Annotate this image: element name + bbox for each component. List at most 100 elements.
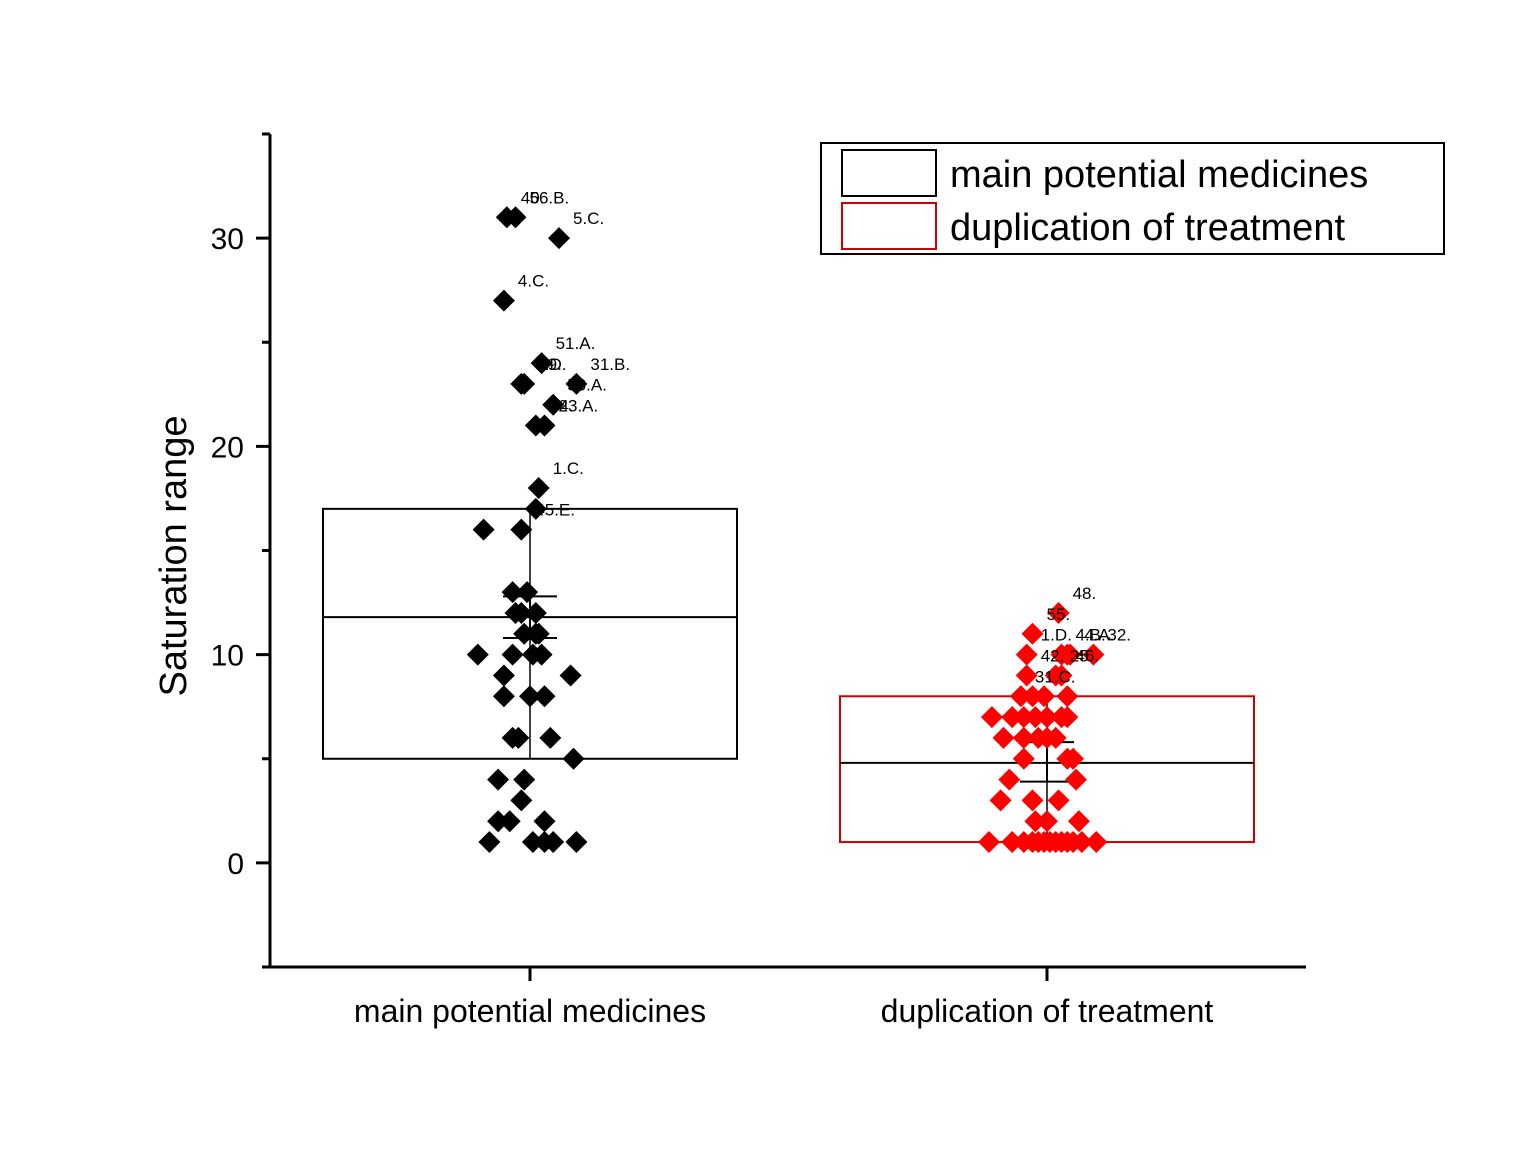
legend: main potential medicines duplication of t… <box>820 142 1445 255</box>
data-point <box>1047 789 1070 812</box>
data-point <box>1012 706 1035 729</box>
data-point <box>533 414 556 437</box>
data-point-label: 4.C. <box>518 272 549 291</box>
data-point <box>539 726 562 749</box>
data-point-label: 46. <box>1076 646 1100 665</box>
data-point <box>501 643 524 666</box>
data-point <box>980 706 1003 729</box>
data-point-label: 31.B. <box>590 355 630 374</box>
data-point-label: 51.A. <box>556 334 596 353</box>
data-point <box>504 206 527 229</box>
data-point <box>533 685 556 708</box>
data-point-label: 48. <box>1073 584 1097 603</box>
data-point <box>1056 706 1079 729</box>
data-point <box>487 810 510 833</box>
data-point <box>1065 768 1087 791</box>
data-point <box>989 789 1012 812</box>
data-point-label: 25. <box>1070 646 1094 665</box>
data-point <box>1067 810 1090 833</box>
data-point <box>559 664 582 687</box>
data-point-label: 40. <box>521 188 545 207</box>
data-point-label: 55. <box>1047 605 1071 624</box>
data-point <box>1024 810 1047 833</box>
data-point <box>527 622 550 645</box>
data-point <box>501 581 524 604</box>
x-category-label: duplication of treatment <box>881 993 1214 1029</box>
data-point <box>1036 810 1058 833</box>
data-point <box>1001 831 1024 854</box>
data-point <box>524 497 547 520</box>
boxes <box>322 507 1255 844</box>
data-point <box>1012 726 1035 749</box>
data-point <box>513 768 536 791</box>
data-point-label: 5.C. <box>573 209 604 228</box>
data-point <box>1044 726 1067 749</box>
axes: 0 10 20 30 main potential medicines duplicati… <box>211 132 1306 1029</box>
data-point-label: 31.C. <box>1035 667 1076 686</box>
data-point-label: 1.C. <box>553 459 584 478</box>
data-point <box>527 477 550 500</box>
data-point <box>533 810 556 833</box>
data-point <box>507 726 530 749</box>
points: 40.56.B.5.C. 4.C. 51.A. 5.D.19. 31.B. 56.A. 34… <box>466 188 1131 854</box>
data-point <box>1024 706 1047 729</box>
data-point <box>513 372 536 395</box>
y-tick-label: 30 <box>211 223 244 256</box>
data-point <box>1021 685 1044 708</box>
data-point <box>519 685 541 708</box>
data-point-label: 34. <box>550 397 574 416</box>
data-point <box>1012 747 1035 770</box>
legend-swatch <box>841 202 937 250</box>
data-point <box>542 831 565 854</box>
data-point <box>510 518 533 541</box>
data-point <box>1082 643 1105 666</box>
data-point <box>1059 643 1082 666</box>
data-point <box>1036 706 1058 729</box>
data-point <box>1001 706 1024 729</box>
data-point <box>565 372 588 395</box>
data-point <box>1085 831 1108 854</box>
data-point <box>530 643 553 666</box>
data-point <box>513 622 536 645</box>
data-point <box>1015 643 1038 666</box>
data-point <box>478 831 501 854</box>
data-point <box>492 289 515 312</box>
data-point-label: 32. <box>1107 626 1131 645</box>
data-point <box>1033 685 1056 708</box>
data-point <box>1070 831 1093 854</box>
legend-frame <box>820 142 1445 255</box>
data-point <box>1062 747 1085 770</box>
data-point <box>498 810 521 833</box>
data-point <box>548 227 570 250</box>
data-point <box>998 768 1021 791</box>
y-tick-label: 20 <box>211 431 244 464</box>
y-tick-label: 0 <box>227 848 244 881</box>
data-point <box>487 768 510 791</box>
data-point <box>510 789 533 812</box>
y-axis-title: Saturation range <box>153 416 195 697</box>
data-point <box>472 518 495 541</box>
data-point-label: 5.D. <box>535 355 566 374</box>
x-category-label: main potential medicines <box>354 993 706 1029</box>
data-point <box>530 352 553 375</box>
legend-swatch <box>841 149 937 197</box>
y-tick-label: 10 <box>211 640 244 673</box>
data-point <box>565 831 588 854</box>
data-point <box>492 664 515 687</box>
data-point-label: 1.D. <box>1041 626 1072 645</box>
data-point <box>1015 664 1038 687</box>
data-point <box>492 685 515 708</box>
data-point-label: 23.A. <box>559 397 599 416</box>
data-point <box>1009 685 1032 708</box>
data-point-label: 19. <box>538 355 562 374</box>
data-point-label: 4.B. <box>1076 626 1106 645</box>
data-point-label: 4.A. <box>1084 626 1114 645</box>
data-point <box>1047 601 1070 624</box>
data-point <box>992 726 1015 749</box>
data-point <box>1050 664 1073 687</box>
data-point <box>1056 685 1079 708</box>
data-point <box>466 643 489 666</box>
legend-label: main potential medicines <box>950 154 1368 196</box>
data-point-label: 45.E. <box>535 501 575 520</box>
